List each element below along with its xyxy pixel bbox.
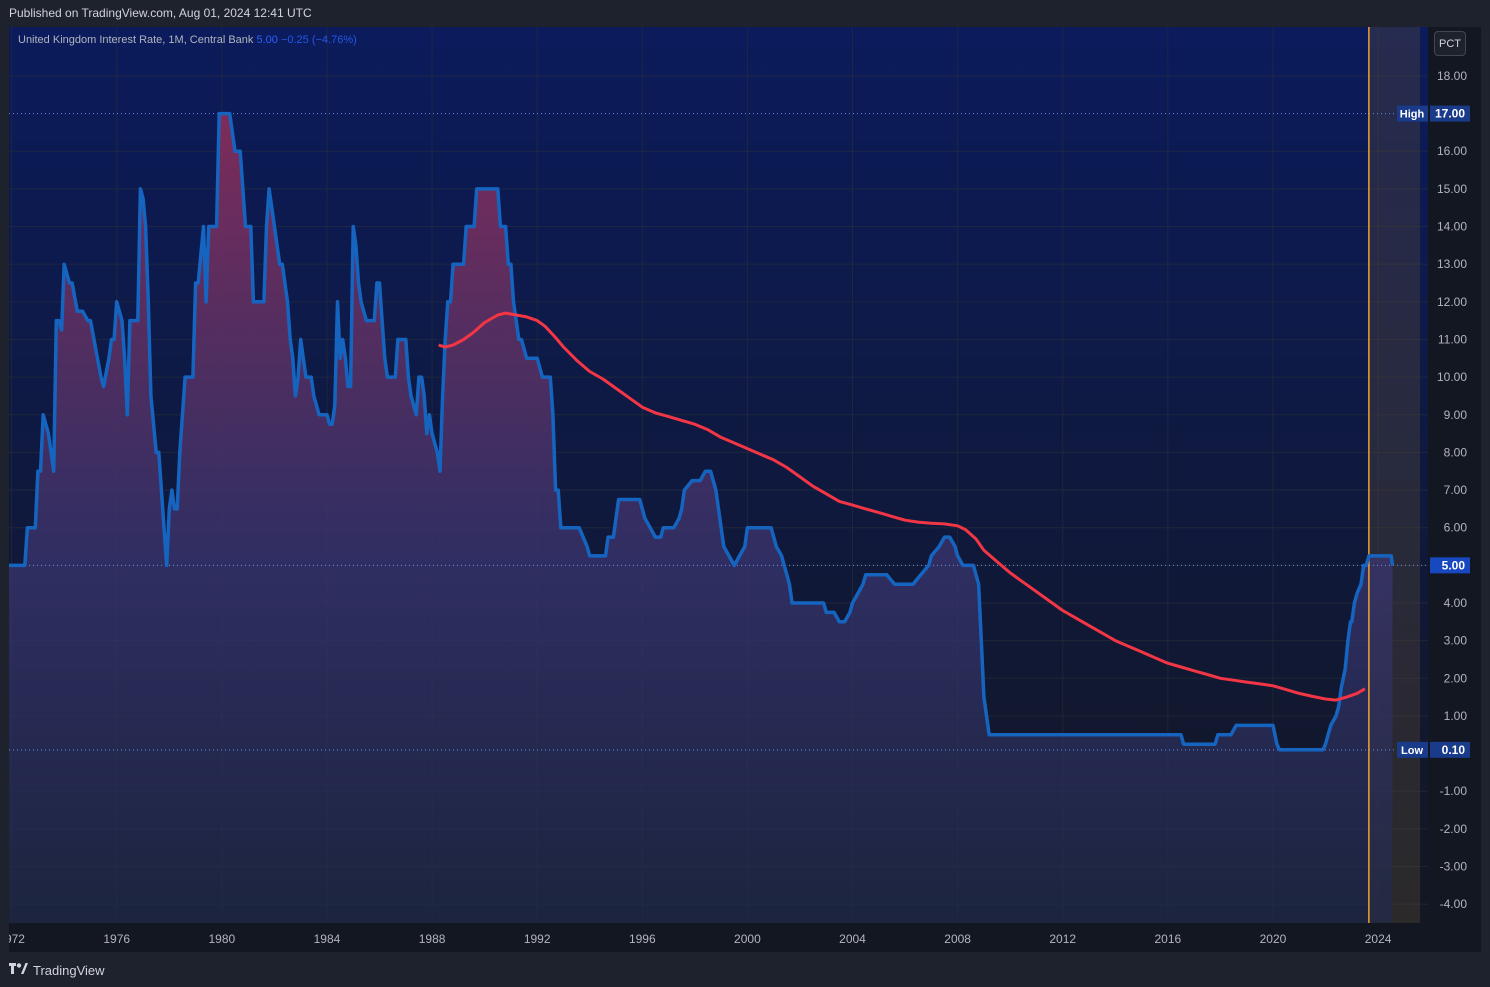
published-text: Published on TradingView.com, Aug 01, 20… [9,6,312,20]
series-lines [9,111,1395,752]
series-area-fill [9,113,1393,924]
low-value-label: 0.10 [1442,743,1466,757]
x-tick-label: 1972 [9,932,25,946]
scale-mode-button[interactable]: PCT [1434,31,1466,56]
x-tick-label: 1984 [314,932,341,946]
y-tick-label: -4.00 [1440,897,1468,911]
x-tick-label: 2020 [1260,932,1287,946]
moving-average-line [438,311,1366,702]
x-tick-label: 2024 [1365,932,1392,946]
x-tick-label: 1992 [524,932,551,946]
y-tick-label: 2.00 [1444,671,1468,685]
y-tick-label: 6.00 [1444,521,1468,535]
y-tick-label: 3.00 [1444,634,1468,648]
high-value-label: 17.00 [1435,107,1465,121]
y-tick-label: 10.00 [1437,370,1467,384]
tradingview-logo-icon [9,962,28,978]
series-area [9,113,1393,924]
legend-last-value: 5.00 [256,34,278,46]
x-tick-label: 1996 [629,932,656,946]
footer: TradingView [0,952,1490,987]
y-tick-label: -3.00 [1440,860,1468,874]
last-value-label: 5.00 [1442,558,1466,572]
y-tick-label: 18.00 [1437,69,1467,83]
legend-symbol: United Kingdom Interest Rate, 1M, Centra… [18,34,254,46]
chart-canvas[interactable]: High Low 18.00 16.00 15.00 14.00 13.00 12.00 11… [9,27,1481,952]
last-value-label-bg [1430,557,1470,574]
interest-rate-line [9,111,1395,752]
x-tick-label: 2012 [1049,932,1076,946]
y-tick-label: 1.00 [1444,709,1468,723]
chart-frame[interactable]: High Low 18.00 16.00 15.00 14.00 13.00 12.00 11… [9,27,1481,952]
y-tick-label: -2.00 [1440,822,1468,836]
y-tick-label: 11.00 [1438,332,1467,346]
low-tag: Low [1401,745,1423,757]
brand-name: TradingView [33,962,105,978]
legend-change: −0.25 (−4.76%) [280,34,357,46]
y-axis[interactable]: 18.00 16.00 15.00 14.00 13.00 12.00 11.00 10.00… [1428,27,1481,952]
low-value-label-bg [1430,741,1470,758]
x-tick-label: 2004 [839,932,866,946]
chart-legend[interactable]: United Kingdom Interest Rate, 1M, Centra… [18,34,357,46]
y-tick-label: 14.00 [1437,220,1467,234]
x-axis[interactable]: 1972 1976 1980 1984 1988 1992 1996 2000 2004 2008… [9,923,1428,952]
x-tick-label: 2008 [944,932,971,946]
y-tick-label: 8.00 [1444,445,1468,459]
y-tick-label: 15.00 [1437,182,1467,196]
y-tick-label: 16.00 [1437,144,1467,158]
y-tick-label: 13.00 [1437,257,1467,271]
x-tick-label: 1980 [208,932,235,946]
y-tick-label: -1.00 [1440,784,1468,798]
y-axis-panel [1428,27,1481,952]
y-tick-label: 9.00 [1444,408,1468,422]
reference-lines: High Low [9,27,1428,923]
published-header: Published on TradingView.com, Aug 01, 20… [0,0,1490,27]
y-tick-label: 4.00 [1444,596,1468,610]
x-tick-label: 1976 [103,932,130,946]
x-axis-panel [9,923,1428,952]
high-tag: High [1400,109,1425,121]
high-tag-bg [1397,105,1428,122]
y-tick-label: 12.00 [1437,295,1467,309]
x-tick-label: 2016 [1154,932,1181,946]
low-tag-bg [1397,741,1428,758]
x-tick-label: 1988 [419,932,446,946]
x-tick-label: 2000 [734,932,761,946]
brand[interactable]: TradingView [9,961,105,979]
high-value-label-bg [1430,105,1470,122]
y-tick-label: 7.00 [1444,483,1468,497]
